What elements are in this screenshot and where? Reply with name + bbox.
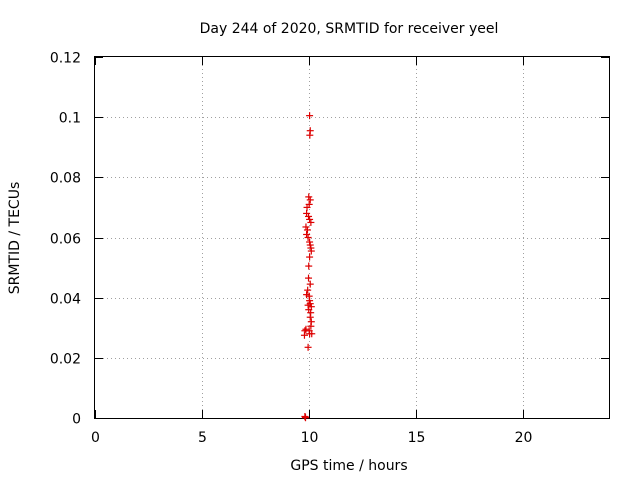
data-point [303, 226, 311, 234]
plot-frame [94, 56, 610, 419]
x-tick-label: 10 [301, 430, 319, 446]
y-tick-label: 0.1 [59, 111, 81, 127]
data-point [304, 286, 312, 294]
grid-lines [95, 57, 609, 418]
data-point [305, 262, 313, 270]
data-point [306, 241, 314, 249]
y-axis-label: SRMTID / TECUs [7, 182, 23, 295]
data-point [306, 112, 314, 120]
data-point [302, 325, 310, 333]
x-tick-label: 15 [408, 430, 426, 446]
data-point [300, 331, 308, 339]
data-point [305, 193, 313, 201]
y-tick-label: 0.04 [50, 292, 81, 308]
tick-labels: 0 0.02 0.04 0.06 0.08 0.1 0.12 0 5 10 15 20 [50, 51, 533, 447]
data-point [306, 297, 314, 305]
data-point [306, 313, 314, 321]
data-point [306, 280, 314, 288]
data-point [306, 131, 314, 139]
x-tick-label: 20 [515, 430, 533, 446]
data-point [307, 322, 315, 330]
y-tick-label: 0.02 [50, 352, 81, 368]
data-points [300, 112, 316, 422]
data-point [305, 274, 313, 282]
data-point [304, 301, 312, 309]
data-point [306, 215, 314, 223]
data-point [303, 203, 311, 211]
axis-ticks [95, 57, 609, 419]
chart-title: Day 244 of 2020, SRMTID for receiver yee… [200, 21, 499, 37]
data-point [302, 414, 310, 422]
y-tick-label: 0.12 [50, 51, 81, 67]
y-tick-label: 0.06 [50, 232, 81, 248]
x-tick-label: 5 [198, 430, 207, 446]
data-point [306, 330, 314, 338]
data-point [304, 343, 312, 351]
data-point [307, 218, 315, 226]
data-point [303, 230, 311, 238]
data-point [306, 253, 314, 261]
x-axis-label: GPS time / hours [290, 458, 407, 474]
y-tick-label: 0 [72, 412, 81, 428]
data-point [305, 212, 313, 220]
data-point [306, 238, 314, 246]
data-point [306, 196, 314, 204]
data-point [304, 234, 312, 241]
data-point [302, 223, 310, 231]
data-point [307, 247, 315, 255]
x-tick-label: 0 [91, 430, 100, 446]
y-tick-label: 0.08 [50, 171, 81, 187]
